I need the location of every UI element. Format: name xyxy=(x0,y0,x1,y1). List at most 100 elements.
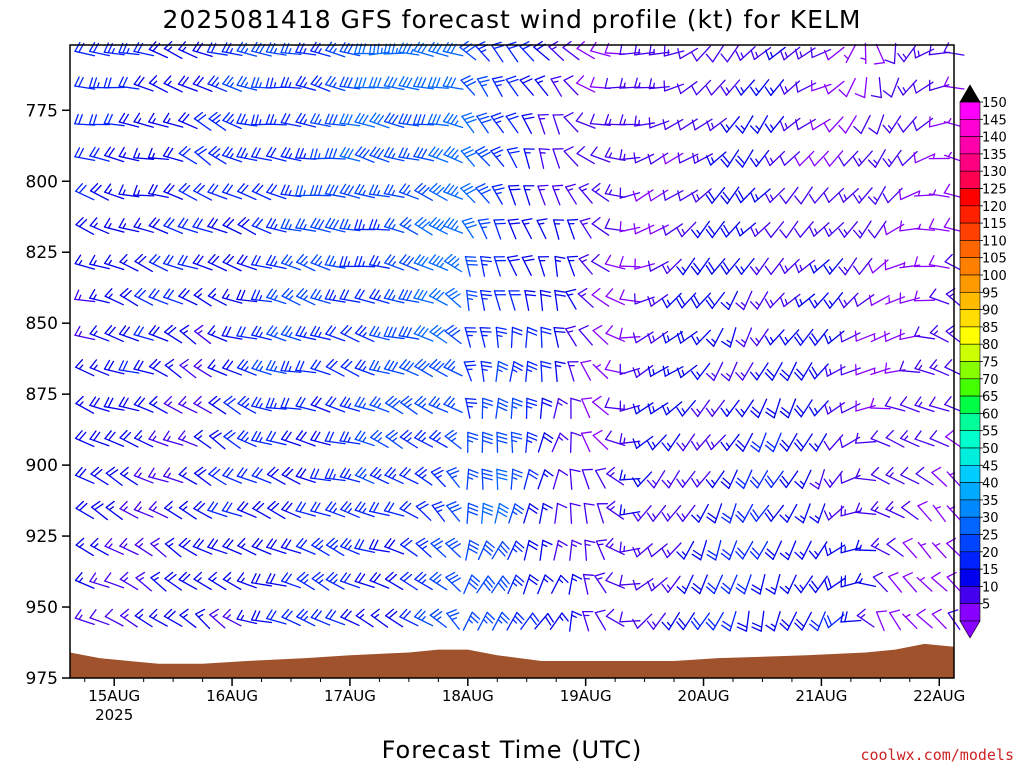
barb-feather xyxy=(226,218,235,228)
wind-barb xyxy=(676,364,698,379)
wind-barb xyxy=(540,326,552,349)
barb-half-feather xyxy=(740,228,744,235)
barb-half-feather xyxy=(770,586,777,591)
barb-feather xyxy=(435,362,445,372)
wind-barb xyxy=(779,540,797,561)
barb-feather xyxy=(164,537,175,545)
barb-half-feather xyxy=(152,506,157,512)
barb-feather xyxy=(590,41,597,52)
barb-staff xyxy=(89,297,110,304)
barb-feather xyxy=(690,370,699,381)
barb-staff xyxy=(815,541,828,560)
barb-feather xyxy=(332,148,338,160)
barb-staff xyxy=(413,262,434,271)
wind-barb xyxy=(854,76,868,99)
barb-half-feather xyxy=(681,513,686,519)
barb-feather xyxy=(75,500,85,509)
barb-staff xyxy=(854,549,877,552)
barb-staff xyxy=(150,543,167,558)
barb-staff xyxy=(296,295,316,306)
wind-barb xyxy=(428,146,449,163)
barb-staff xyxy=(816,611,826,632)
barb-feather xyxy=(237,183,245,193)
barb-staff xyxy=(711,187,726,204)
barb-feather xyxy=(284,573,292,583)
barb-staff xyxy=(295,438,316,447)
barb-staff xyxy=(756,362,769,381)
barb-feather xyxy=(343,77,349,88)
barb-half-feather xyxy=(151,118,156,124)
barb-staff xyxy=(207,191,228,200)
barb-feather xyxy=(296,608,305,618)
barb-feather xyxy=(554,255,566,259)
wind-barb xyxy=(383,146,405,162)
barb-feather xyxy=(443,217,451,227)
barb-half-feather xyxy=(376,295,381,301)
wind-barb xyxy=(605,325,625,342)
barb-feather xyxy=(417,431,426,441)
barb-feather xyxy=(339,218,345,230)
barb-feather xyxy=(387,502,395,513)
barb-feather xyxy=(534,75,546,81)
barb-staff xyxy=(209,435,226,450)
barb-feather xyxy=(749,301,759,310)
barb-half-feather xyxy=(92,260,97,266)
barb-feather xyxy=(237,537,246,547)
barb-feather xyxy=(735,514,744,523)
barb-feather xyxy=(192,41,200,52)
barb-feather xyxy=(547,612,555,623)
barb-half-feather xyxy=(181,401,187,407)
wind-barb xyxy=(521,113,535,134)
barb-staff xyxy=(889,612,902,631)
barb-half-feather xyxy=(454,154,459,160)
wind-barb xyxy=(765,46,786,61)
barb-feather xyxy=(484,615,494,624)
wind-barb xyxy=(591,395,609,416)
barb-staff xyxy=(89,404,110,412)
wind-barb xyxy=(632,435,654,449)
barb-feather xyxy=(450,149,459,159)
barb-feather xyxy=(162,467,171,477)
wind-barb xyxy=(208,395,227,415)
barb-feather xyxy=(254,573,261,585)
barb-half-feather xyxy=(123,577,129,582)
barb-staff xyxy=(118,369,140,374)
barb-half-feather xyxy=(108,293,113,299)
barb-half-feather xyxy=(511,439,518,443)
barb-half-feather xyxy=(666,584,672,590)
barb-staff xyxy=(236,298,258,303)
barb-feather xyxy=(885,429,894,439)
barb-staff xyxy=(553,397,560,419)
barb-feather xyxy=(328,326,337,337)
barb-feather xyxy=(324,113,330,125)
barb-staff xyxy=(783,46,801,61)
barb-feather xyxy=(107,397,114,408)
wind-barb xyxy=(823,292,844,309)
wind-barb xyxy=(521,255,535,276)
wind-barb xyxy=(676,540,695,560)
wind-barb xyxy=(464,327,477,348)
wind-barb xyxy=(867,186,886,205)
barb-feather xyxy=(400,395,410,404)
wind-barb xyxy=(280,218,302,232)
barb-feather xyxy=(376,77,382,89)
barb-feather xyxy=(311,537,320,546)
barb-feather xyxy=(779,194,787,205)
barb-staff xyxy=(860,114,871,135)
wind-barb xyxy=(838,188,859,203)
barb-feather xyxy=(592,324,603,332)
barb-feather xyxy=(329,360,338,370)
barb-staff xyxy=(569,610,573,632)
wind-barb xyxy=(720,399,740,417)
barb-feather xyxy=(604,359,611,371)
barb-staff xyxy=(193,472,212,486)
wind-barb xyxy=(89,183,110,201)
wind-barb xyxy=(369,325,390,341)
barb-feather xyxy=(383,76,390,87)
barb-feather xyxy=(619,77,623,89)
barb-feather xyxy=(207,75,215,85)
barb-staff xyxy=(209,613,226,629)
wind-barb xyxy=(646,504,667,522)
colorbar-swatch xyxy=(959,153,981,172)
barb-staff xyxy=(522,574,531,595)
